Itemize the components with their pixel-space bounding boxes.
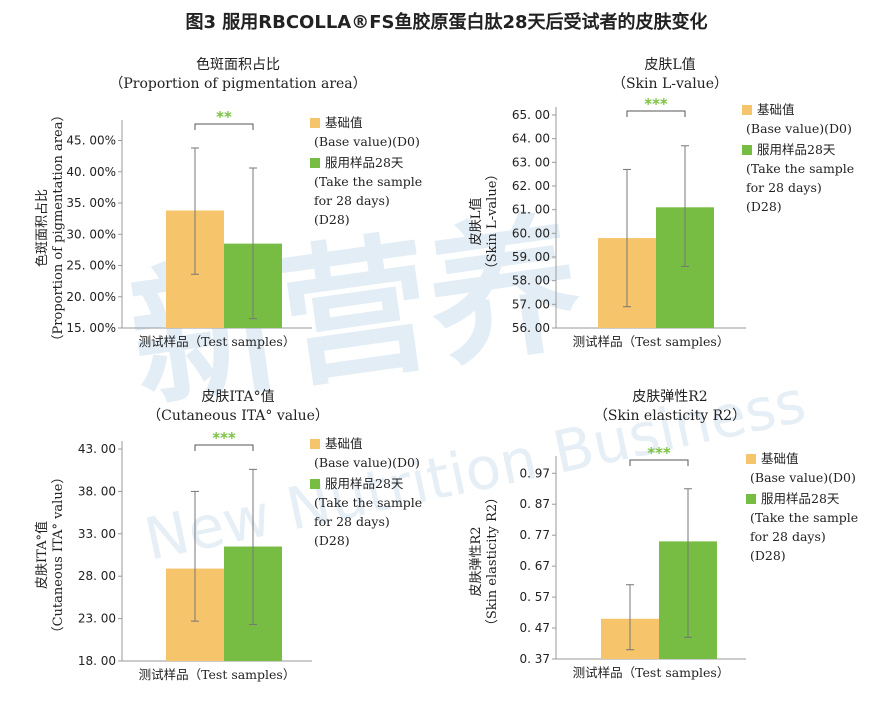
tick-label: 64. 00 [512,132,550,146]
legend-text: 基础值 [325,115,363,130]
legend-text: (D28) [314,212,350,227]
tick-label: 61. 00 [512,203,550,217]
chart-subtitle: （Proportion of pigmentation area） [109,76,367,92]
significance-bracket [194,123,254,130]
chart-title: 皮肤ITA°值 [201,389,275,405]
legend-text: (Take the sample [750,510,858,525]
significance-bracket [194,444,254,451]
x-axis-label: 测试样品（Test samples） [139,667,296,682]
legend-swatch-d28 [746,494,756,504]
y-axis-label-en: （Skin elasticity R2） [485,491,500,632]
chart-panel-skin-elasticity: 皮肤弹性R2 （Skin elasticity R2） 0. 37 0. 47 0.… [446,380,892,720]
tick-label: 15. 00% [66,321,116,335]
legend-swatch-d28 [310,158,320,168]
legend-text: for 28 days) [314,193,390,208]
legend-text: 服用样品28天 [325,155,404,170]
chart-panel-skin-l-value: 皮肤L值 （Skin L-value） 56. 00 57. 00 58. 00 59… [446,48,892,388]
legend-text: (Take the sample [314,174,422,189]
tick-label: 0. 87 [519,497,550,511]
tick-label: 56. 00 [512,321,550,335]
legend-text: (D28) [314,533,350,548]
tick-label: 60. 00 [512,226,550,240]
chart-subtitle: （Cutaneous ITA° value） [147,408,329,424]
tick-label: 0. 37 [519,652,550,666]
legend-swatch-base [310,118,320,128]
significance-label: *** [644,95,668,113]
chart-svg: 15. 00% 20. 00% 25. 00% 30. 00% 35. 00% 40. 0… [34,108,422,349]
legend-text: (Take the sample [746,161,854,176]
significance-label: *** [212,429,236,447]
chart-svg: 0. 37 0. 47 0. 57 0. 67 0. 77 0. 87 0. 97 *** 测试… [469,444,858,680]
significance-bracket [629,459,689,466]
tick-label: 0. 77 [519,528,550,542]
tick-label: 40. 00% [66,165,116,179]
tick-label: 30. 00% [66,227,116,241]
tick-label: 0. 97 [519,466,550,480]
tick-label: 23. 00 [78,612,116,626]
tick-label: 25. 00% [66,259,116,273]
tick-label: 58. 00 [512,274,550,288]
legend-text: (Base value)(D0) [746,121,852,136]
legend-text: (D28) [746,199,782,214]
significance-bracket [626,110,686,117]
x-axis-label: 测试样品（Test samples） [573,665,730,680]
tick-label: 0. 47 [519,621,550,635]
chart-svg: 56. 00 57. 00 58. 00 59. 00 60. 00 61. 00 62. … [468,95,854,349]
legend-text: 基础值 [325,436,363,451]
x-axis-label: 测试样品（Test samples） [573,334,730,349]
x-axis-label: 测试样品（Test samples） [139,334,296,349]
legend-swatch-d28 [310,479,320,489]
legend-text: (Base value)(D0) [314,455,420,470]
legend-swatch-base [310,439,320,449]
tick-label: 28. 00 [78,569,116,583]
significance-label: *** [647,444,671,462]
page-title: 图3 服用RBCOLLA®FS鱼胶原蛋白肽28天后受试者的皮肤变化 [185,12,708,33]
chart-title: 色斑面积占比 [196,57,280,73]
chart-title: 皮肤L值 [644,57,696,73]
y-axis-label-en: （Skin L-value） [485,168,500,276]
legend-text: for 28 days) [746,180,822,195]
tick-label: 0. 67 [519,559,550,573]
legend-text: for 28 days) [750,529,826,544]
y-axis-label-cn: 皮肤弹性R2 [469,526,484,596]
tick-label: 18. 00 [78,654,116,668]
legend-text: (D28) [750,548,786,563]
tick-label: 65. 00 [512,108,550,122]
tick-label: 62. 00 [512,179,550,193]
legend-text: (Base value)(D0) [750,470,856,485]
tick-label: 59. 00 [512,250,550,264]
legend-swatch-d28 [742,145,752,155]
significance-label: ** [216,108,232,126]
legend-swatch-base [742,105,752,115]
legend-text: 服用样品28天 [761,491,840,506]
legend-text: 基础值 [757,102,795,117]
y-axis-label-en: （Proportion of pigmentation area） [51,109,66,348]
legend-text: for 28 days) [314,514,390,529]
chart-subtitle: （Skin elasticity R2） [593,408,747,424]
tick-label: 63. 00 [512,155,550,169]
y-axis-label-cn: 皮肤L值 [468,198,484,246]
y-axis-label-cn: 皮肤ITA°值 [34,521,50,589]
chart-subtitle: （Skin L-value） [611,76,729,92]
tick-label: 20. 00% [66,290,116,304]
tick-label: 0. 57 [519,590,550,604]
chart-svg: 18. 00 23. 00 28. 00 33. 00 38. 00 43. 00 *** 测… [34,429,422,682]
legend-text: 服用样品28天 [757,142,836,157]
tick-label: 57. 00 [512,297,550,311]
chart-title: 皮肤弹性R2 [632,389,708,405]
chart-panel-pigmentation: 色斑面积占比 （Proportion of pigmentation area）… [0,48,446,388]
chart-panel-ita-value: 皮肤ITA°值 （Cutaneous ITA° value） 18. 00 23.… [0,380,446,720]
y-axis-label-en: （Cutaneous ITA° value） [51,471,66,640]
legend-text: 服用样品28天 [325,476,404,491]
tick-label: 38. 00 [78,484,116,498]
tick-label: 45. 00% [66,134,116,148]
legend-text: (Base value)(D0) [314,134,420,149]
legend-text: (Take the sample [314,495,422,510]
tick-label: 43. 00 [78,442,116,456]
legend-text: 基础值 [761,451,799,466]
y-axis-label-cn: 色斑面积占比 [34,189,50,267]
tick-label: 33. 00 [78,527,116,541]
tick-label: 35. 00% [66,196,116,210]
legend-swatch-base [746,454,756,464]
